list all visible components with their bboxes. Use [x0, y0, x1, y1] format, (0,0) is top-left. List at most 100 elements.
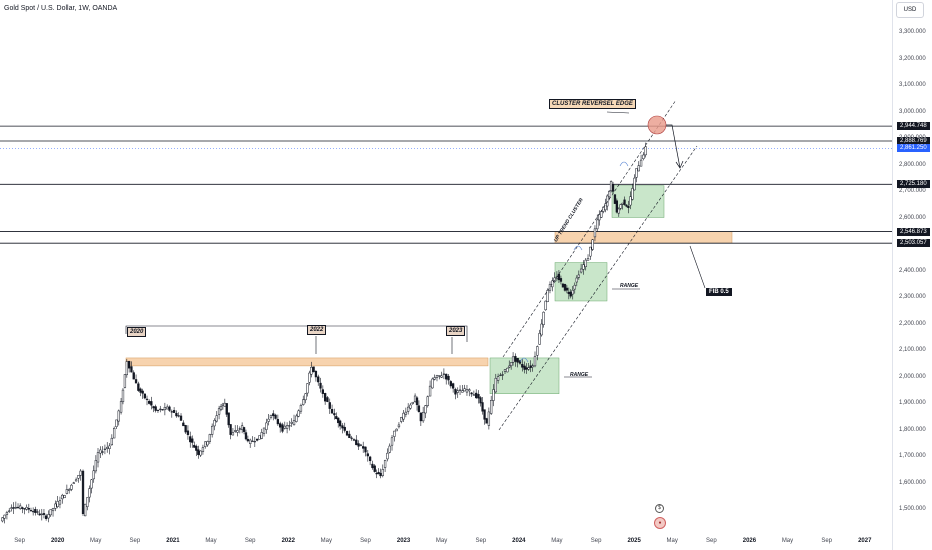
candle-body [295, 415, 298, 422]
candle-body [139, 388, 142, 393]
candle-body [12, 507, 15, 509]
candle-body [227, 412, 230, 426]
candle-body [134, 379, 138, 384]
candle-body [631, 188, 634, 200]
candle-body [215, 415, 218, 422]
candle-body [433, 377, 436, 380]
candle-body [330, 409, 334, 414]
price-level-label: 2,944.748 [897, 122, 930, 131]
swing-arc-2 [619, 161, 629, 167]
candle-body [383, 460, 387, 468]
candle-body [447, 375, 450, 381]
price-tick-label: 3,200.000 [899, 55, 926, 62]
label-connector [606, 111, 630, 114]
price-tick-label: 3,100.000 [899, 82, 926, 88]
candle-body [213, 420, 216, 427]
candle-body [195, 445, 198, 451]
candle-body [123, 374, 127, 388]
channel-lower [498, 145, 698, 431]
candle-body [582, 264, 585, 270]
candle-body [538, 333, 541, 345]
candle-body [211, 425, 214, 435]
candle-body [267, 418, 270, 422]
price-tick-label: 3,000.000 [899, 108, 926, 115]
candle-body [236, 430, 239, 433]
candle-body [559, 278, 563, 282]
candle-body [58, 500, 62, 505]
candle-body [379, 472, 382, 477]
candle-body [255, 438, 259, 441]
candle-body [435, 375, 439, 378]
currency-button[interactable]: USD [896, 2, 924, 18]
candle-body [132, 372, 135, 380]
candle-body [260, 432, 263, 439]
candle-body [312, 366, 315, 373]
candle-body [438, 375, 441, 377]
price-tick-label: 1,900.000 [899, 400, 926, 406]
candle-body [172, 410, 176, 413]
candle-body [56, 501, 59, 507]
candle-body [72, 482, 75, 484]
candle-body [221, 403, 225, 406]
candle-body [99, 449, 102, 454]
candle-body [170, 411, 173, 413]
candle-body [415, 397, 419, 406]
candle-body [475, 392, 478, 399]
cluster-reversal-circle [647, 115, 667, 135]
candle-body [92, 470, 95, 480]
channel-upper [502, 99, 677, 358]
price-tick-label: 2,200.000 [899, 320, 926, 327]
candle-body [112, 428, 116, 439]
candle-body [323, 393, 327, 402]
candle-body [465, 389, 469, 393]
candle-body [548, 284, 552, 291]
range-box-upper [611, 185, 665, 218]
candle-body [328, 402, 331, 409]
candle-body [68, 489, 71, 491]
time-tick-label: May [205, 538, 217, 544]
candle-body [492, 389, 495, 401]
candle-body [352, 439, 356, 441]
candle-body [571, 289, 574, 295]
candle-body [244, 432, 248, 440]
candle-body [186, 430, 190, 435]
candle-body [19, 505, 22, 509]
candle-body [496, 376, 500, 381]
candle-body [413, 395, 417, 402]
candle-body [615, 200, 619, 213]
candle-body [501, 374, 504, 376]
candle-body [553, 277, 556, 282]
candle-body [3, 514, 6, 519]
candle-body [317, 376, 320, 383]
drawings [125, 99, 706, 431]
candle-body [551, 280, 554, 288]
candle-body [521, 364, 524, 368]
fib-zone [554, 231, 733, 244]
candle-body [54, 503, 57, 509]
price-level-label: 2,546.873 [897, 227, 930, 236]
candle-body [600, 211, 603, 218]
candle-body [208, 434, 211, 442]
flag-icon[interactable]: ● [654, 517, 666, 529]
candle-body [510, 362, 513, 367]
candle-body [454, 389, 457, 395]
candle-body [606, 195, 609, 207]
candle-body [265, 422, 268, 430]
candle-body [525, 367, 528, 370]
candle-body [63, 495, 66, 499]
candle-body [21, 507, 24, 509]
candle-body [417, 405, 421, 413]
range-label-lower: RANGE [570, 372, 589, 378]
candle-body [567, 291, 570, 295]
candle-body [463, 388, 466, 392]
candle-body [229, 424, 232, 435]
candle-body [569, 291, 572, 297]
dollar-event-icon[interactable]: $ [655, 504, 664, 513]
time-tick-label: May [90, 538, 102, 544]
candle-body [242, 427, 246, 432]
candle-body [407, 406, 410, 412]
year-tag-2020: 2020 [127, 327, 147, 337]
candle-body [350, 437, 353, 439]
time-tick-label: 2020 [50, 538, 65, 544]
